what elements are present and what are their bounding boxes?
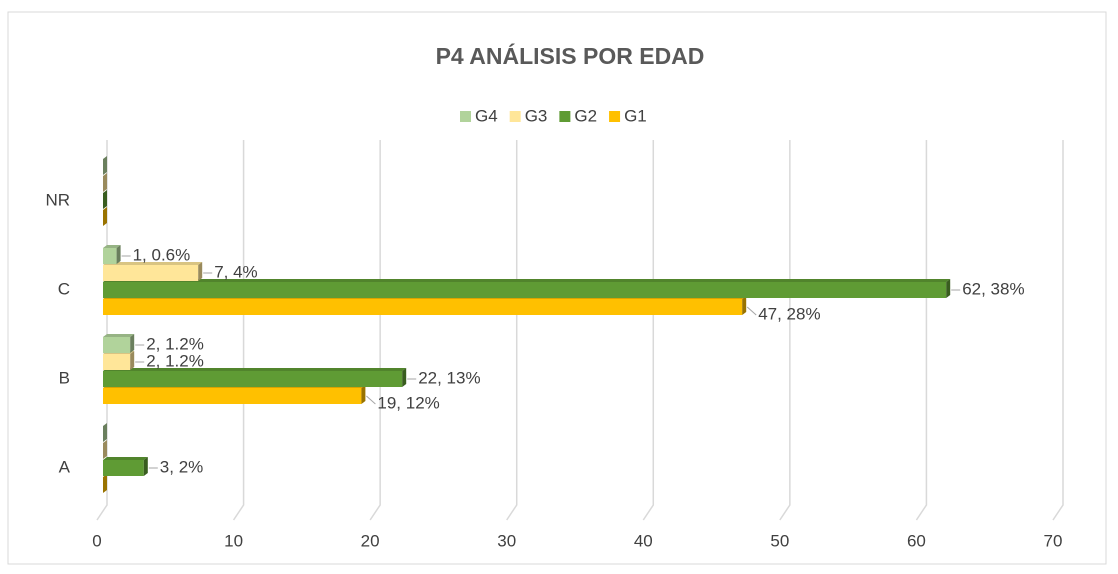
bar-face xyxy=(103,245,121,248)
grid-line xyxy=(369,140,381,521)
grid-line xyxy=(1052,140,1064,521)
data-label: 47, 28% xyxy=(758,304,820,323)
y-tick-label: C xyxy=(58,279,70,298)
bar-face xyxy=(103,423,107,442)
data-label: 2, 1.2% xyxy=(146,334,204,353)
legend-label: G3 xyxy=(525,106,548,125)
data-label: 22, 13% xyxy=(418,368,480,387)
bar-face xyxy=(402,368,407,387)
data-label: 1, 0.6% xyxy=(133,245,191,264)
bar-face xyxy=(130,334,135,353)
x-tick-label: 50 xyxy=(770,531,789,550)
bar xyxy=(103,156,107,175)
leader-line xyxy=(366,395,376,405)
bar xyxy=(103,173,107,192)
bar xyxy=(103,440,107,459)
legend-label: G4 xyxy=(475,106,498,125)
bar xyxy=(103,368,407,387)
bar xyxy=(103,190,107,209)
bar xyxy=(103,423,107,442)
data-label: 2, 1.2% xyxy=(146,351,204,370)
legend-swatch xyxy=(460,111,471,122)
bar-face xyxy=(103,388,362,404)
bar-face xyxy=(103,262,203,265)
legend-label: G2 xyxy=(574,106,597,125)
bar-face xyxy=(103,474,107,493)
x-tick-label: 30 xyxy=(497,531,516,550)
bar xyxy=(103,279,951,298)
x-tick-label: 0 xyxy=(92,531,101,550)
bar xyxy=(103,457,148,476)
bar xyxy=(103,351,135,370)
bar-face xyxy=(103,190,107,209)
bar xyxy=(103,334,135,353)
bar-face xyxy=(946,279,951,298)
data-label: 7, 4% xyxy=(214,262,257,281)
bar xyxy=(103,262,203,281)
bar-face xyxy=(116,245,121,264)
grid-line xyxy=(506,140,518,521)
legend-swatch xyxy=(509,111,521,122)
bar-face xyxy=(103,334,135,337)
grid-line xyxy=(779,140,791,521)
data-label: 3, 2% xyxy=(160,457,203,476)
grid-line xyxy=(642,140,655,521)
bar xyxy=(103,385,366,404)
bar-face xyxy=(103,299,743,315)
bar-face xyxy=(103,460,144,476)
bar xyxy=(103,296,747,315)
bar-face xyxy=(103,282,947,298)
grid-line xyxy=(232,140,245,521)
bar-face xyxy=(103,248,117,264)
legend-swatch xyxy=(609,111,621,122)
data-label: 62, 38% xyxy=(962,279,1024,298)
bar-face xyxy=(198,262,203,281)
x-tick-label: 70 xyxy=(1044,531,1063,550)
grid-line xyxy=(915,140,928,521)
bar-face xyxy=(103,265,199,281)
bar-face xyxy=(742,296,747,315)
x-tick-label: 10 xyxy=(224,531,243,550)
bar-face xyxy=(103,440,107,459)
chart-title: P4 ANÁLISIS POR EDAD xyxy=(436,42,705,69)
bar-face xyxy=(103,337,131,353)
bar xyxy=(103,207,107,226)
data-label: 19, 12% xyxy=(377,393,439,412)
bar-face xyxy=(103,457,148,460)
bar-face xyxy=(103,279,951,282)
leader-line xyxy=(746,306,757,316)
y-tick-label: NR xyxy=(45,190,70,209)
x-tick-label: 40 xyxy=(634,531,653,550)
bar-face xyxy=(143,457,148,476)
bar-face xyxy=(103,207,107,226)
bar-face xyxy=(103,354,131,370)
bar-face xyxy=(103,156,107,175)
bar-face xyxy=(103,371,403,387)
bar-face xyxy=(130,351,135,370)
bar xyxy=(103,245,121,264)
bar xyxy=(103,474,107,493)
legend-label: G1 xyxy=(624,106,647,125)
bar-face xyxy=(361,385,366,404)
bar-face xyxy=(103,173,107,192)
y-tick-label: B xyxy=(59,368,70,387)
bar-face xyxy=(103,368,407,371)
x-tick-label: 20 xyxy=(361,531,380,550)
legend-swatch xyxy=(559,111,571,122)
x-tick-label: 60 xyxy=(907,531,926,550)
y-tick-label: A xyxy=(59,457,71,476)
